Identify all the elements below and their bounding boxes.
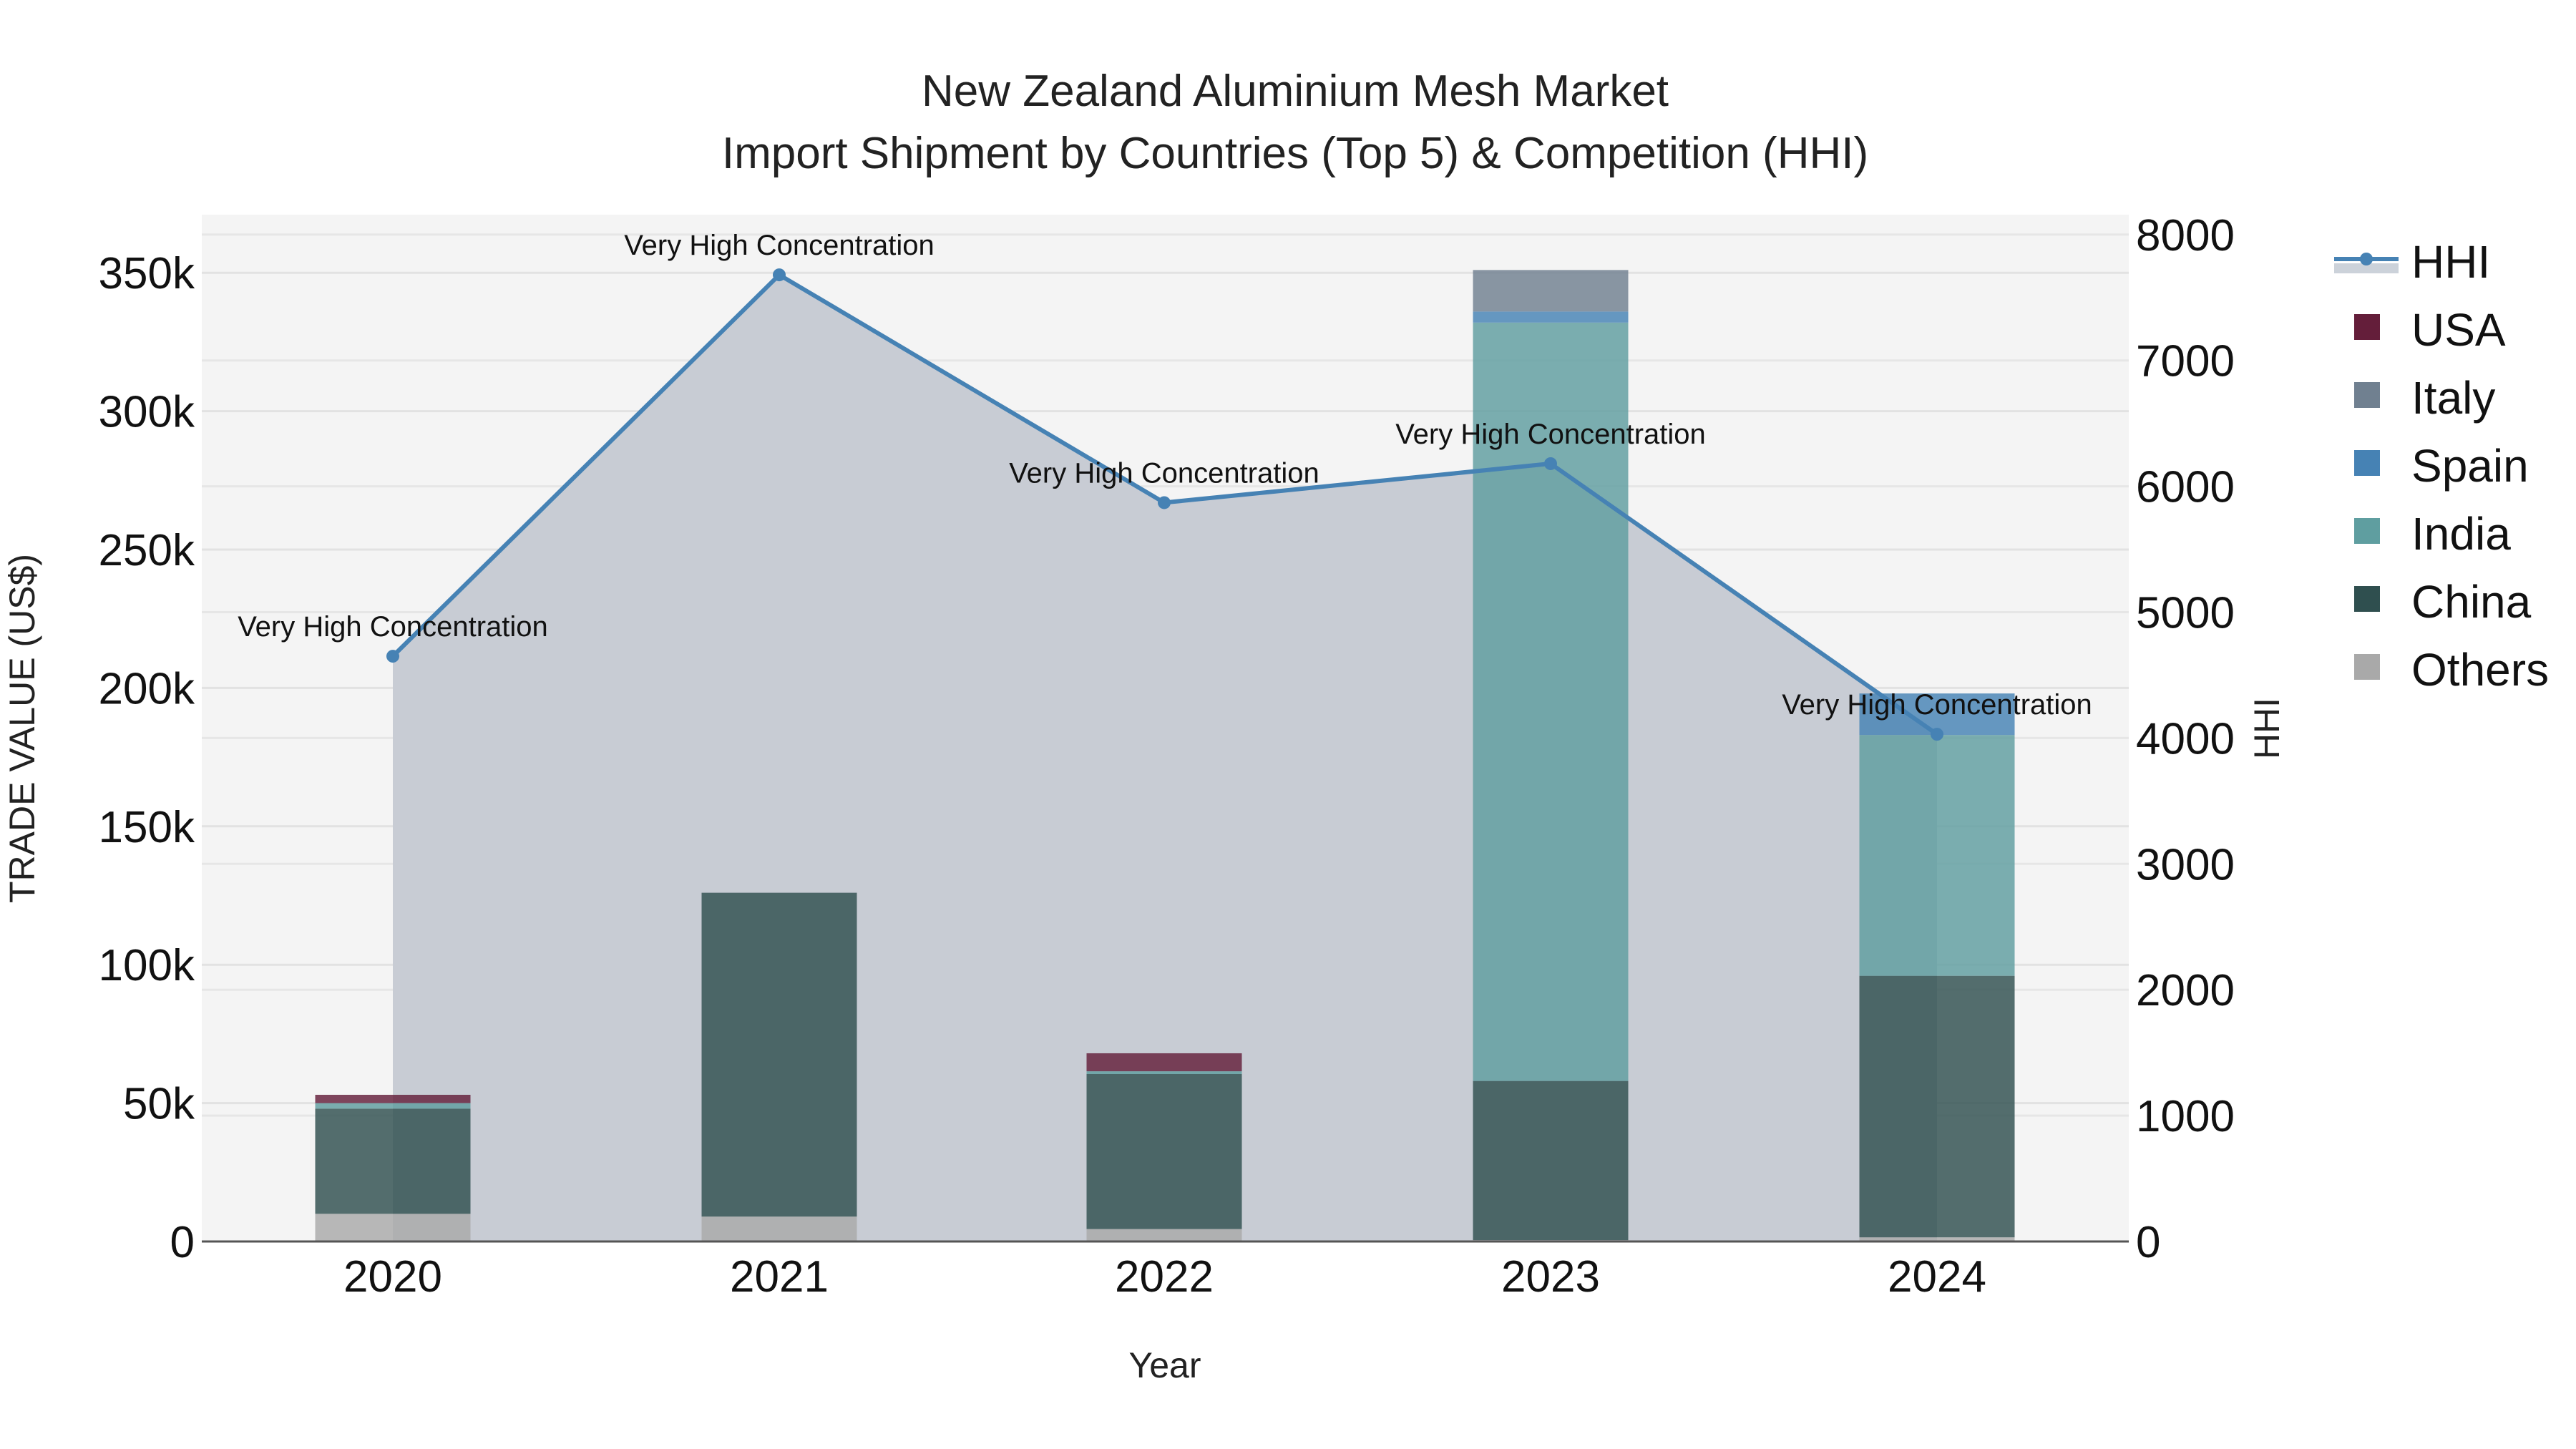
hhi-marker-2021[interactable]: [773, 268, 786, 282]
hhi-marker-2020[interactable]: [386, 650, 399, 663]
y-tick-label: 150k: [99, 803, 195, 852]
legend-item-usa[interactable]: USA: [2354, 304, 2506, 356]
legend-swatch-icon: [2354, 450, 2380, 476]
hhi-legend-fill-icon: [2334, 263, 2399, 273]
x-tick-label: 2022: [1115, 1252, 1214, 1302]
y2-axis-ticks: 0 1000 2000 3000 4000 5000 6000 7000 8000: [2136, 211, 2235, 1267]
bar-china-2024[interactable]: [1859, 975, 2015, 1238]
legend-label: Italy: [2411, 372, 2495, 424]
legend-swatch-icon: [2354, 314, 2380, 340]
legend-label: Others: [2411, 644, 2549, 696]
bar-china-2022[interactable]: [1086, 1073, 1242, 1229]
y2-tick-label: 3000: [2136, 840, 2235, 889]
hhi-annotations: Very High Concentration Very High Concent…: [238, 230, 2092, 721]
legend-item-india[interactable]: India: [2354, 508, 2511, 560]
y2-tick-label: 2000: [2136, 966, 2235, 1015]
legend-item-italy[interactable]: Italy: [2354, 372, 2495, 424]
hhi-annotation: Very High Concentration: [624, 230, 935, 261]
x-axis-ticks: 2020 2021 2022 2023 2024: [343, 1252, 1986, 1302]
bar-china-2021[interactable]: [701, 892, 857, 1217]
y-tick-label: 0: [170, 1218, 195, 1267]
legend-label: India: [2411, 508, 2511, 560]
bar-spain-2023[interactable]: [1473, 311, 1629, 323]
y2-tick-label: 5000: [2136, 589, 2235, 638]
bar-china-2020[interactable]: [315, 1108, 471, 1214]
legend-item-china[interactable]: China: [2354, 576, 2532, 628]
bar-usa-2020[interactable]: [315, 1094, 471, 1103]
y-tick-label: 100k: [99, 941, 195, 990]
y2-tick-label: 1000: [2136, 1092, 2235, 1141]
legend-swatch-icon: [2354, 586, 2380, 612]
bar-india-2023[interactable]: [1473, 322, 1629, 1081]
y-axis-title: TRADE VALUE (US$): [2, 554, 42, 903]
hhi-marker-2023[interactable]: [1544, 457, 1557, 470]
hhi-line: [386, 268, 1943, 741]
x-tick-label: 2021: [730, 1252, 829, 1302]
bar-italy-2023[interactable]: [1473, 270, 1629, 312]
x-tick-label: 2023: [1501, 1252, 1600, 1302]
y2-tick-label: 7000: [2136, 337, 2235, 386]
legend-swatch-icon: [2354, 382, 2380, 408]
y-axis-ticks: 0 50k 100k 150k 200k 250k 300k 350k: [99, 249, 195, 1267]
x-axis-title: Year: [1128, 1345, 1201, 1385]
y-tick-label: 200k: [99, 664, 195, 713]
hhi-marker-2022[interactable]: [1158, 496, 1171, 509]
legend-item-hhi[interactable]: HHI: [2334, 236, 2490, 288]
y2-tick-label: 0: [2136, 1218, 2160, 1267]
legend-label: USA: [2411, 304, 2506, 356]
bar-others-2020[interactable]: [315, 1214, 471, 1241]
bar-india-2020[interactable]: [315, 1103, 471, 1109]
hhi-annotation: Very High Concentration: [1782, 689, 2092, 721]
hhi-marker-2024[interactable]: [1931, 728, 1943, 741]
y2-tick-label: 4000: [2136, 714, 2235, 763]
bar-china-2023[interactable]: [1473, 1080, 1629, 1241]
y-tick-label: 300k: [99, 388, 195, 437]
legend-swatch-icon: [2354, 654, 2380, 680]
bar-others-2022[interactable]: [1086, 1229, 1242, 1241]
x-tick-label: 2024: [1888, 1252, 1986, 1302]
chart-title: New Zealand Aluminium Mesh Market: [922, 67, 1669, 116]
legend: HHI USA Italy Spain India China Others: [2334, 236, 2549, 696]
bar-others-2021[interactable]: [701, 1216, 857, 1241]
hhi-legend-marker-icon: [2360, 253, 2373, 265]
legend-item-spain[interactable]: Spain: [2354, 440, 2529, 492]
legend-label: China: [2411, 576, 2532, 628]
y2-tick-label: 6000: [2136, 463, 2235, 512]
bar-others-2024[interactable]: [1859, 1237, 2015, 1241]
y-tick-label: 50k: [123, 1080, 195, 1129]
hhi-annotation: Very High Concentration: [238, 611, 548, 643]
legend-label: Spain: [2411, 440, 2529, 492]
hhi-annotation: Very High Concentration: [1009, 457, 1319, 489]
hhi-annotation: Very High Concentration: [1395, 419, 1706, 450]
bar-india-2022[interactable]: [1086, 1071, 1242, 1074]
y2-axis-title: HHI: [2247, 698, 2287, 759]
bar-india-2024[interactable]: [1859, 735, 2015, 976]
legend-label: HHI: [2411, 236, 2490, 288]
legend-swatch-icon: [2354, 518, 2380, 544]
bar-usa-2022[interactable]: [1086, 1053, 1242, 1072]
y2-tick-label: 8000: [2136, 211, 2235, 260]
chart-subtitle: Import Shipment by Countries (Top 5) & C…: [722, 129, 1868, 178]
x-tick-label: 2020: [343, 1252, 442, 1302]
y-tick-label: 250k: [99, 526, 195, 575]
legend-item-others[interactable]: Others: [2354, 644, 2549, 696]
stacked-bars: [315, 270, 2015, 1241]
y-tick-label: 350k: [99, 249, 195, 298]
